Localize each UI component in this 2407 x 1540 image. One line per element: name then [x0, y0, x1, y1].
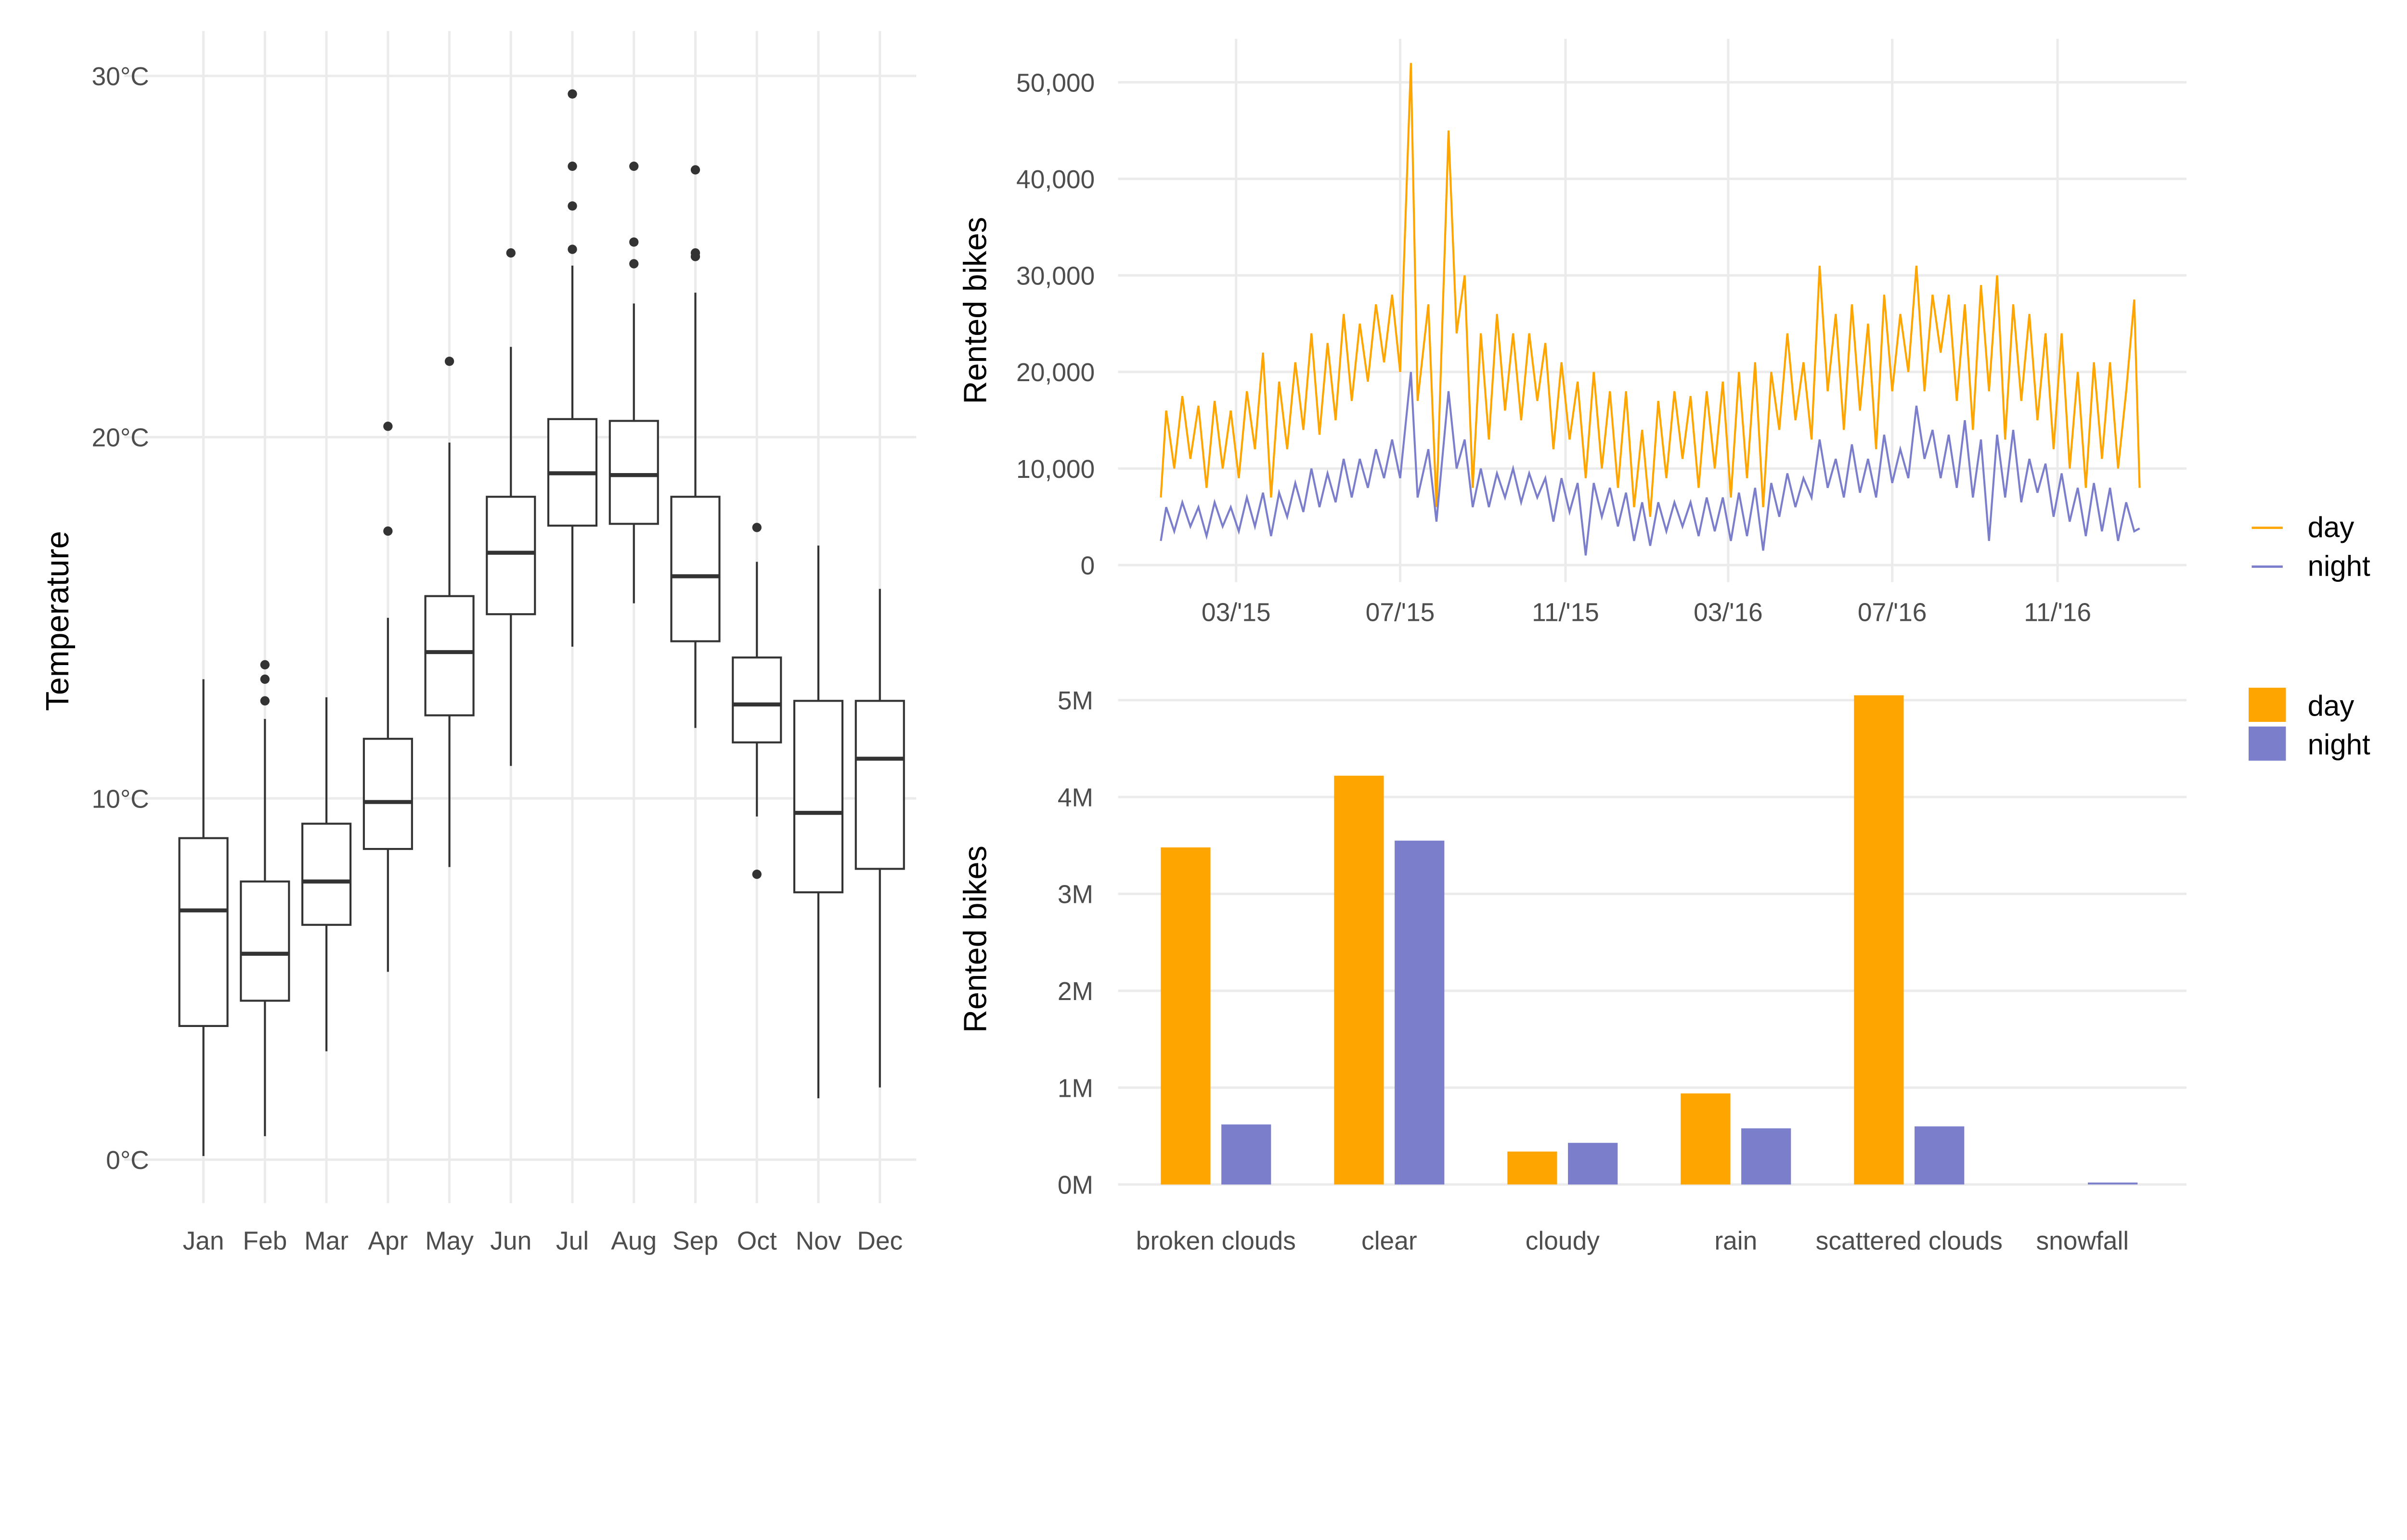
x-tick-label: cloudy [1526, 1227, 1600, 1256]
y-axis-title: Temperature [40, 531, 76, 711]
outlier-point [568, 244, 577, 254]
y-tick-label: 0 [1080, 552, 1095, 580]
outlier-point [752, 869, 762, 879]
box-mar [301, 822, 352, 926]
x-tick-label: scattered clouds [1816, 1227, 2003, 1256]
box-aug [608, 420, 659, 525]
x-tick-label: 11/'16 [2024, 598, 2091, 627]
legend-label-day: day [2308, 690, 2355, 722]
legend-label-day: day [2308, 511, 2355, 543]
y-tick-label: 0M [1058, 1171, 1093, 1200]
bar-day-broken-clouds [1161, 847, 1211, 1185]
outlier-point [260, 660, 270, 669]
outlier-point [629, 237, 639, 247]
x-tick-label: snowfall [2036, 1227, 2129, 1256]
bar-day-rain [1681, 1093, 1731, 1185]
box-dec [854, 700, 905, 870]
y-tick-label: 3M [1058, 881, 1093, 909]
x-tick-label: Sep [673, 1227, 718, 1256]
outlier-point [444, 357, 454, 366]
legend-label-night: night [2308, 550, 2370, 582]
x-tick-label: Oct [737, 1227, 777, 1256]
bar-night-rain [1741, 1128, 1791, 1185]
outlier-point [629, 259, 639, 269]
box-jan [178, 837, 229, 1027]
x-tick-label: broken clouds [1136, 1227, 1296, 1256]
y-axis-title: Rented bikes [958, 846, 993, 1033]
outlier-point [690, 248, 700, 258]
y-tick-label: 5M [1058, 687, 1093, 715]
bar-day-cloudy [1507, 1151, 1557, 1185]
x-tick-label: Nov [796, 1227, 841, 1256]
figure: 0°C 10°C 20°C 30°C Jan Feb Mar Apr May Jun Jul Aug S… [40, 31, 2370, 1256]
box-oct [732, 656, 782, 744]
x-tick-label: rain [1714, 1227, 1757, 1256]
x-tick-label: 03/'15 [1202, 598, 1271, 627]
x-tick-label: May [425, 1227, 474, 1256]
box-jun [486, 496, 536, 616]
bar-night-clear [1395, 840, 1445, 1185]
series-line-day [1160, 63, 2141, 517]
y-tick-label: 0°C [106, 1146, 149, 1175]
y-tick-label: 10,000 [1016, 455, 1095, 484]
x-tick-label: Aug [611, 1227, 657, 1256]
y-axis-title: Rented bikes [958, 217, 993, 404]
bar-night-snowfall [2088, 1182, 2138, 1185]
x-tick-label: Jun [490, 1227, 531, 1256]
bar-night-scattered-clouds [1915, 1126, 1965, 1185]
box-nov [793, 700, 844, 894]
y-tick-label: 30°C [92, 63, 149, 91]
x-tick-label: Jul [556, 1227, 589, 1256]
y-tick-label: 50,000 [1016, 69, 1095, 97]
y-tick-label: 20°C [92, 424, 149, 452]
legend-label-night: night [2308, 729, 2370, 761]
y-tick-label: 2M [1058, 977, 1093, 1006]
x-tick-label: Mar [304, 1227, 349, 1256]
box-feb [240, 880, 290, 1002]
y-tick-label: 10°C [92, 785, 149, 813]
y-tick-label: 20,000 [1016, 359, 1095, 387]
rentals-by-weather-bar-panel: 0M 1M 2M 3M 4M 5M broken clouds clear cloudy rain… [958, 687, 2370, 1256]
y-tick-label: 30,000 [1016, 262, 1095, 291]
y-tick-label: 40,000 [1016, 166, 1095, 194]
box-may [424, 595, 475, 717]
x-tick-label: Feb [243, 1227, 287, 1256]
temperature-boxplot-panel: 0°C 10°C 20°C 30°C Jan Feb Mar Apr May Jun Jul Aug S… [40, 31, 917, 1256]
x-tick-label: 03/'16 [1694, 598, 1763, 627]
bar-night-broken-clouds [1221, 1124, 1271, 1185]
outlier-point [568, 201, 577, 211]
x-tick-label: 07/'15 [1366, 598, 1435, 627]
x-tick-label: Apr [368, 1227, 408, 1256]
outlier-point [260, 674, 270, 684]
bar-day-clear [1334, 775, 1384, 1185]
outlier-point [260, 696, 270, 706]
outlier-point [752, 523, 762, 532]
rentals-timeseries-panel: 0 10,000 20,000 30,000 40,000 50,000 03/'15 07/… [958, 38, 2370, 627]
outlier-point [568, 89, 577, 99]
outlier-point [629, 161, 639, 171]
y-tick-label: 1M [1058, 1074, 1093, 1103]
outlier-point [568, 161, 577, 171]
outlier-point [383, 526, 393, 536]
y-tick-label: 4M [1058, 783, 1093, 812]
x-tick-label: clear [1361, 1227, 1417, 1256]
x-tick-label: 07/'16 [1858, 598, 1927, 627]
outlier-point [506, 248, 516, 258]
legend-key-day [2248, 687, 2286, 722]
box-apr [362, 738, 413, 850]
bar-day-scattered-clouds [1854, 695, 1904, 1185]
outlier-point [690, 165, 700, 175]
bar-night-cloudy [1568, 1142, 1618, 1185]
x-tick-label: Dec [857, 1227, 903, 1256]
legend-key-night [2248, 726, 2286, 761]
x-tick-label: 11/'15 [1532, 598, 1599, 627]
x-tick-label: Jan [183, 1227, 224, 1256]
series-line-night [1160, 372, 2140, 556]
outlier-point [383, 422, 393, 431]
box-sep [670, 496, 721, 642]
